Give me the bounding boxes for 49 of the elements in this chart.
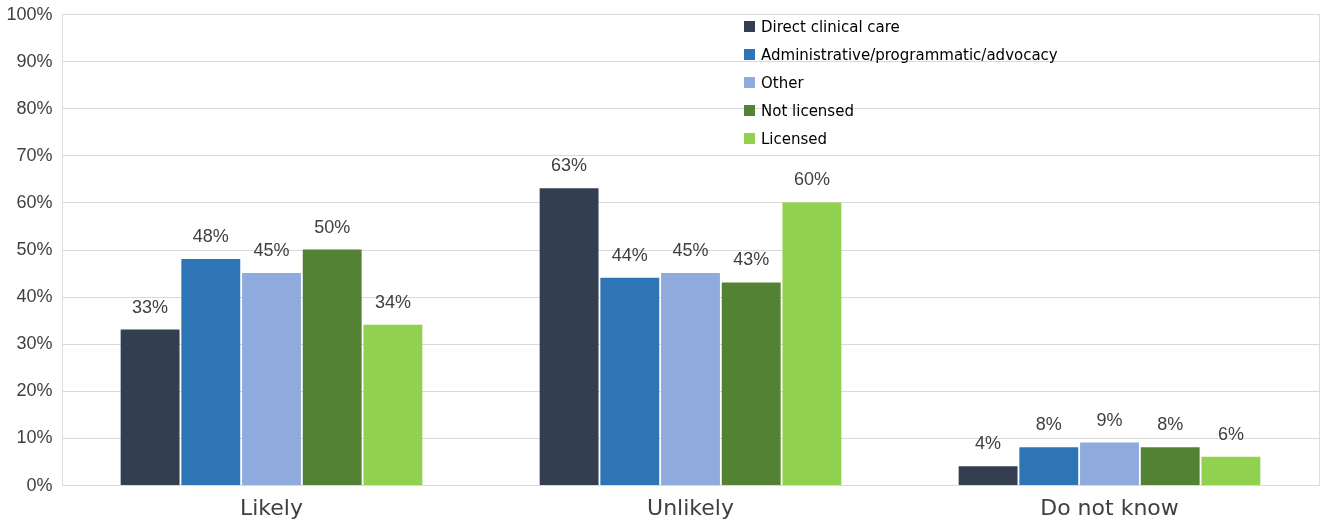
data-label: 6% <box>1217 423 1244 444</box>
y-tick-label: 80% <box>16 97 53 118</box>
y-tick-label: 30% <box>16 333 53 354</box>
data-label: 4% <box>975 433 1002 454</box>
bar <box>661 273 720 485</box>
x-tick-label: Do not know <box>1040 494 1179 520</box>
y-tick-label: 40% <box>16 286 53 307</box>
y-tick-label: 70% <box>16 144 53 165</box>
bar <box>782 202 842 485</box>
bar <box>120 329 180 485</box>
bar <box>539 188 599 485</box>
legend-label: Direct clinical care <box>761 17 900 36</box>
legend-label: Other <box>761 73 805 92</box>
bar <box>600 277 660 485</box>
bar <box>363 324 423 485</box>
bar <box>1201 456 1261 485</box>
data-label: 50% <box>314 216 351 237</box>
bar <box>721 282 781 485</box>
data-label: 8% <box>1035 414 1062 435</box>
legend-label: Not licensed <box>761 101 854 120</box>
bar <box>958 466 1018 485</box>
data-label: 43% <box>733 249 770 270</box>
y-tick-label: 60% <box>16 191 53 212</box>
bar <box>1080 442 1139 485</box>
data-label: 8% <box>1157 414 1184 435</box>
data-label: 60% <box>793 169 830 190</box>
y-tick-label: 50% <box>16 239 53 259</box>
bar <box>181 258 241 485</box>
data-label: 48% <box>192 225 229 246</box>
y-tick-label: 20% <box>16 380 53 401</box>
legend-label: Administrative/programmatic/advocacy <box>761 45 1058 64</box>
data-label: 9% <box>1096 409 1123 430</box>
bar <box>1019 447 1079 485</box>
data-label: 45% <box>672 240 709 261</box>
legend-label: Licensed <box>761 129 828 148</box>
data-label: 33% <box>132 296 169 317</box>
y-tick-label: 10% <box>16 427 53 448</box>
y-tick-label: 100% <box>6 3 53 24</box>
y-tick-label: 0% <box>26 474 53 495</box>
x-tick-label: Unlikely <box>647 494 734 520</box>
data-label: 63% <box>551 155 588 176</box>
bar <box>242 273 301 485</box>
y-tick-label: 90% <box>16 50 53 71</box>
data-label: 44% <box>611 244 648 265</box>
bar <box>302 249 362 485</box>
bar <box>1140 447 1200 485</box>
data-label: 45% <box>253 240 290 261</box>
x-tick-label: Likely <box>240 494 303 520</box>
data-label: 34% <box>374 291 411 312</box>
